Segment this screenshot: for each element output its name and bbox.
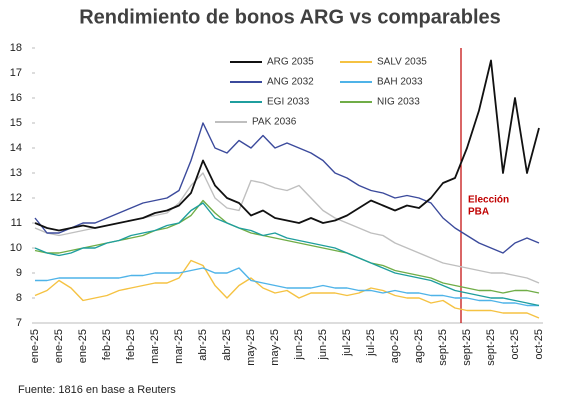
y-tick-label: 13	[10, 167, 22, 179]
legend-bg	[228, 96, 314, 108]
x-tick-label: jul-25	[365, 329, 377, 357]
y-tick-label: 17	[10, 67, 22, 79]
legend-label: ARG 2035	[267, 57, 314, 68]
source: Fuente: 1816 en base a Reuters	[18, 384, 176, 396]
series-line	[35, 267, 539, 307]
legend-bg	[338, 56, 424, 68]
legend-bg	[228, 76, 314, 88]
legend-bg	[338, 96, 424, 108]
x-tick-label: ene-25	[77, 329, 89, 363]
series-line	[34, 199, 540, 294]
annotation: PBA	[468, 207, 489, 218]
x-tick-label: feb-25	[101, 329, 113, 360]
x-tick-label: abr-25	[221, 329, 233, 361]
x-tick-label: mar-25	[173, 329, 185, 364]
series-line	[34, 202, 540, 307]
legend-label: ANG 2032	[267, 77, 314, 88]
legend-label: EGI 2033	[267, 97, 310, 108]
chart-title: Rendimiento de bonos ARG vs comparables	[79, 6, 501, 28]
y-tick-label: 8	[16, 292, 22, 304]
x-tick-label: sept-25	[437, 329, 449, 366]
x-tick-label: ene-25	[53, 329, 65, 363]
legend-label: PAK 2036	[252, 117, 297, 128]
x-tick-label: may-25	[269, 329, 281, 366]
y-tick-label: 12	[10, 192, 22, 204]
legend-label: NIG 2033	[377, 97, 420, 108]
y-tick-label: 16	[10, 92, 22, 104]
x-tick-label: oct-25	[509, 329, 521, 360]
y-tick-label: 18	[10, 42, 22, 54]
x-tick-label: mar-25	[149, 329, 161, 364]
y-tick-label: 9	[16, 267, 22, 279]
y-tick-label: 15	[10, 117, 22, 129]
x-tick-label: ago-25	[413, 329, 425, 363]
x-tick-label: sept-25	[485, 329, 497, 366]
y-tick-label: 14	[10, 142, 22, 154]
x-tick-label: jul-25	[341, 329, 353, 357]
legend-bg	[228, 56, 314, 68]
x-tick-label: jun-25	[293, 329, 305, 361]
series-line	[34, 122, 540, 254]
y-tick-label: 10	[10, 242, 22, 254]
x-tick-label: abr-25	[197, 329, 209, 361]
x-tick-label: feb-25	[125, 329, 137, 360]
legend-label: BAH 2033	[377, 77, 423, 88]
legend-bg	[213, 116, 299, 128]
legend-bg	[338, 76, 424, 88]
x-tick-label: sept-25	[461, 329, 473, 366]
series-line	[34, 59, 540, 232]
series-line	[34, 172, 540, 284]
x-tick-label: jun-25	[317, 329, 329, 361]
legend-label: SALV 2035	[377, 57, 427, 68]
annotation: Elección	[468, 195, 509, 206]
y-tick-label: 11	[11, 217, 22, 229]
x-tick-label: may-25	[245, 329, 257, 366]
y-tick-label: 7	[16, 317, 22, 329]
series-line	[34, 259, 540, 319]
x-tick-label: ene-25	[29, 329, 41, 363]
x-tick-label: oct-25	[533, 329, 545, 360]
x-tick-label: ago-25	[389, 329, 401, 363]
